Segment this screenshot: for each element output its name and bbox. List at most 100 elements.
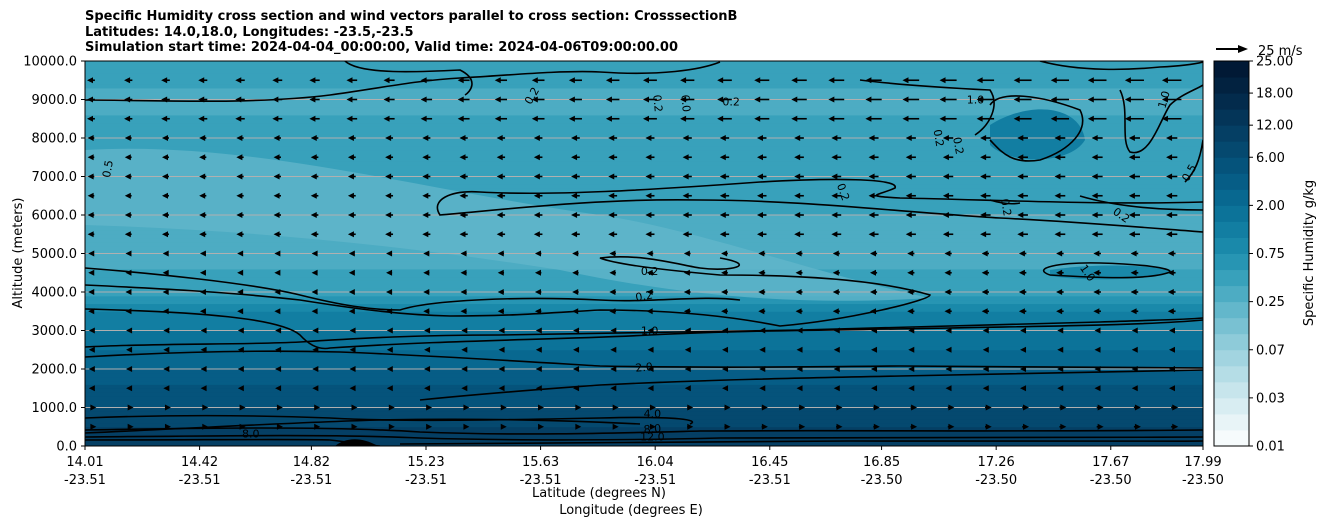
wind-arrowhead bbox=[500, 423, 507, 430]
contour-label: 0.2 bbox=[931, 128, 947, 147]
wind-arrowhead bbox=[1056, 289, 1063, 295]
wind-arrowhead bbox=[312, 327, 319, 334]
wind-arrowhead bbox=[1060, 423, 1067, 430]
wind-arrowhead bbox=[126, 346, 133, 353]
wind-arrowhead bbox=[865, 96, 872, 103]
wind-arrowhead bbox=[272, 96, 279, 103]
humidity-band bbox=[85, 218, 1203, 224]
wind-arrowhead bbox=[383, 96, 390, 103]
wind-arrowhead bbox=[985, 404, 992, 411]
wind-arrowhead bbox=[1166, 212, 1173, 218]
wind-arrowhead bbox=[609, 308, 616, 315]
wind-arrowhead bbox=[386, 250, 393, 257]
wind-arrowhead bbox=[533, 135, 540, 141]
wind-arrowhead bbox=[645, 231, 652, 238]
wind-arrowhead bbox=[87, 212, 94, 218]
wind-arrowhead bbox=[424, 385, 431, 392]
wind-arrowhead bbox=[383, 115, 390, 122]
wind-arrowhead bbox=[717, 96, 724, 103]
wind-arrowhead bbox=[127, 423, 134, 430]
wind-arrowhead bbox=[349, 366, 356, 372]
wind-arrowhead bbox=[944, 250, 951, 257]
wind-arrowhead bbox=[162, 231, 169, 238]
wind-arrowhead bbox=[908, 366, 915, 372]
wind-arrowhead bbox=[87, 77, 94, 84]
wind-arrowhead bbox=[87, 96, 94, 103]
wind-arrowhead bbox=[758, 308, 765, 315]
wind-arrowhead bbox=[125, 269, 132, 276]
wind-arrowhead bbox=[721, 250, 728, 257]
wind-arrowhead bbox=[1056, 250, 1063, 257]
wind-arrowhead bbox=[871, 385, 878, 392]
contour-line bbox=[85, 350, 1203, 369]
wind-arrowhead bbox=[719, 231, 726, 238]
humidity-band bbox=[85, 419, 1203, 424]
wind-arrowhead bbox=[494, 77, 501, 84]
wind-arrowhead bbox=[980, 212, 987, 218]
wind-arrowhead bbox=[497, 308, 504, 315]
humidity-band bbox=[85, 361, 1203, 366]
wind-arrowhead bbox=[908, 385, 915, 392]
y-tick-label: 5000.0 bbox=[32, 247, 78, 262]
wind-arrowhead bbox=[349, 346, 356, 353]
wind-arrowhead bbox=[871, 366, 878, 372]
humidity-band bbox=[85, 84, 1203, 89]
wind-arrowhead bbox=[902, 115, 909, 122]
wind-arrowhead bbox=[386, 327, 393, 334]
contour-line bbox=[989, 95, 1084, 162]
wind-arrowhead bbox=[794, 192, 801, 199]
wind-arrowhead bbox=[939, 96, 946, 103]
humidity-band bbox=[85, 118, 1203, 124]
humidity-band bbox=[85, 357, 1203, 362]
wind-arrowhead bbox=[945, 366, 952, 372]
wind-arrowhead bbox=[162, 289, 169, 295]
humidity-band bbox=[85, 114, 1203, 120]
wind-arrowhead bbox=[682, 212, 689, 218]
wind-arrowhead bbox=[756, 192, 763, 199]
wind-arrowhead bbox=[533, 231, 540, 238]
colorbar-swatch bbox=[1214, 205, 1249, 222]
wind-arrowhead bbox=[385, 173, 392, 180]
colorbar-swatch bbox=[1214, 349, 1249, 367]
wind-arrowhead bbox=[459, 135, 466, 141]
wind-arrowhead bbox=[761, 423, 768, 430]
wind-arrowhead bbox=[533, 173, 540, 180]
wind-arrowhead bbox=[605, 96, 612, 103]
humidity-band bbox=[85, 434, 1203, 439]
wind-arrowhead bbox=[907, 289, 914, 295]
wind-arrowhead bbox=[200, 385, 207, 392]
wind-arrowhead bbox=[199, 173, 206, 180]
wind-arrowhead bbox=[88, 269, 95, 276]
humidity-band bbox=[85, 403, 1203, 408]
wind-arrowhead bbox=[422, 173, 429, 180]
y-tick-label: 10000.0 bbox=[23, 55, 77, 70]
wind-arrowhead bbox=[1134, 404, 1141, 411]
humidity-band bbox=[85, 292, 1203, 297]
contour-label: 0.2 bbox=[950, 136, 966, 155]
wind-arrowhead bbox=[647, 327, 654, 334]
wind-arrowhead bbox=[682, 173, 689, 180]
wind-arrowhead bbox=[976, 115, 983, 122]
wind-arrowhead bbox=[796, 366, 803, 372]
x-tick-lon: -23.50 bbox=[861, 473, 903, 488]
wind-arrowhead bbox=[1018, 250, 1025, 257]
wind-arrowhead bbox=[385, 135, 392, 141]
wind-arrowhead bbox=[571, 173, 578, 180]
colorbar-swatch bbox=[1214, 173, 1249, 190]
wind-arrowhead bbox=[351, 423, 358, 430]
humidity-band bbox=[85, 376, 1203, 382]
wind-arrowhead bbox=[162, 173, 169, 180]
wind-arrowhead bbox=[312, 366, 319, 372]
wind-arrowhead bbox=[719, 135, 726, 141]
dry-tongue bbox=[85, 148, 930, 301]
wind-arrowhead bbox=[460, 308, 467, 315]
wind-arrowhead bbox=[684, 385, 691, 392]
wind-arrowhead bbox=[460, 269, 467, 276]
humidity-band bbox=[85, 145, 1203, 151]
wind-arrowhead bbox=[494, 96, 501, 103]
colorbar-tick-label: 0.25 bbox=[1256, 295, 1285, 310]
wind-arrowhead bbox=[236, 173, 243, 180]
wind-arrowhead bbox=[722, 346, 729, 353]
wind-arrowhead bbox=[422, 135, 429, 141]
wind-arrowhead bbox=[309, 77, 316, 84]
